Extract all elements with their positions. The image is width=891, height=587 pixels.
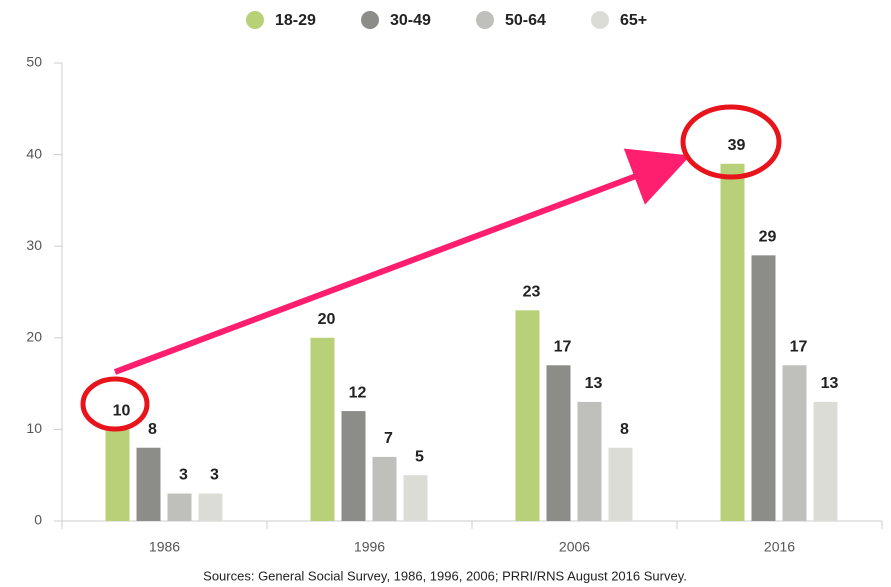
source: Sources: General Social Survey, 1986, 19… xyxy=(203,568,687,583)
legend-swatch xyxy=(476,11,494,29)
bar xyxy=(720,163,745,521)
arrow xyxy=(113,148,691,375)
bar xyxy=(577,401,602,521)
bar xyxy=(403,475,428,521)
y-tick-label: 20 xyxy=(26,329,42,345)
legend-swatch xyxy=(361,11,379,29)
value-label: 3 xyxy=(210,467,219,484)
bar xyxy=(751,255,776,522)
value-label: 20 xyxy=(318,311,336,328)
legend-swatch xyxy=(591,11,609,29)
legend-label: 50-64 xyxy=(505,12,546,29)
y-tick-label: 40 xyxy=(26,145,42,161)
legend-label: 30-49 xyxy=(390,12,431,29)
highlight-circle xyxy=(80,376,150,432)
value-label: 7 xyxy=(384,430,393,447)
x-tick-label: 1986 xyxy=(149,539,180,555)
legend-label: 65+ xyxy=(620,12,647,29)
highlight-circle xyxy=(680,104,782,180)
y-tick-label: 50 xyxy=(26,54,42,70)
value-label: 5 xyxy=(415,448,424,465)
bar xyxy=(782,365,807,521)
value-label: 23 xyxy=(523,284,541,301)
legend-swatch xyxy=(246,11,264,29)
y-tick-label: 0 xyxy=(34,512,42,528)
x-tick-label: 1996 xyxy=(354,539,385,555)
x-tick-label: 2016 xyxy=(764,539,795,555)
value-label: 12 xyxy=(349,384,367,401)
value-label: 8 xyxy=(148,421,157,438)
bar xyxy=(341,411,366,521)
value-label: 17 xyxy=(790,338,808,355)
x-tick-label: 2006 xyxy=(559,539,590,555)
bar xyxy=(608,447,633,521)
value-label: 3 xyxy=(179,467,188,484)
value-label: 13 xyxy=(821,375,839,392)
y-tick-label: 30 xyxy=(26,237,42,253)
bar xyxy=(167,493,192,521)
bar xyxy=(198,493,223,521)
value-label: 10 xyxy=(113,403,131,420)
bar xyxy=(310,337,335,521)
bar xyxy=(813,401,838,521)
bar xyxy=(105,429,130,521)
value-label: 29 xyxy=(759,229,777,246)
y-tick-label: 10 xyxy=(26,420,42,436)
value-label: 17 xyxy=(554,338,572,355)
bar xyxy=(136,447,161,521)
plot: 0 10 20 30 40 50 1986 10 8 3 3 1996 20 12 7 5 2006 23 17 13… xyxy=(26,11,883,555)
value-label: 39 xyxy=(728,137,746,154)
bar xyxy=(515,310,540,521)
value-label: 8 xyxy=(620,421,629,438)
bar xyxy=(546,365,571,521)
value-label: 13 xyxy=(585,375,603,392)
legend-label: 18-29 xyxy=(275,12,316,29)
bar xyxy=(372,456,397,521)
